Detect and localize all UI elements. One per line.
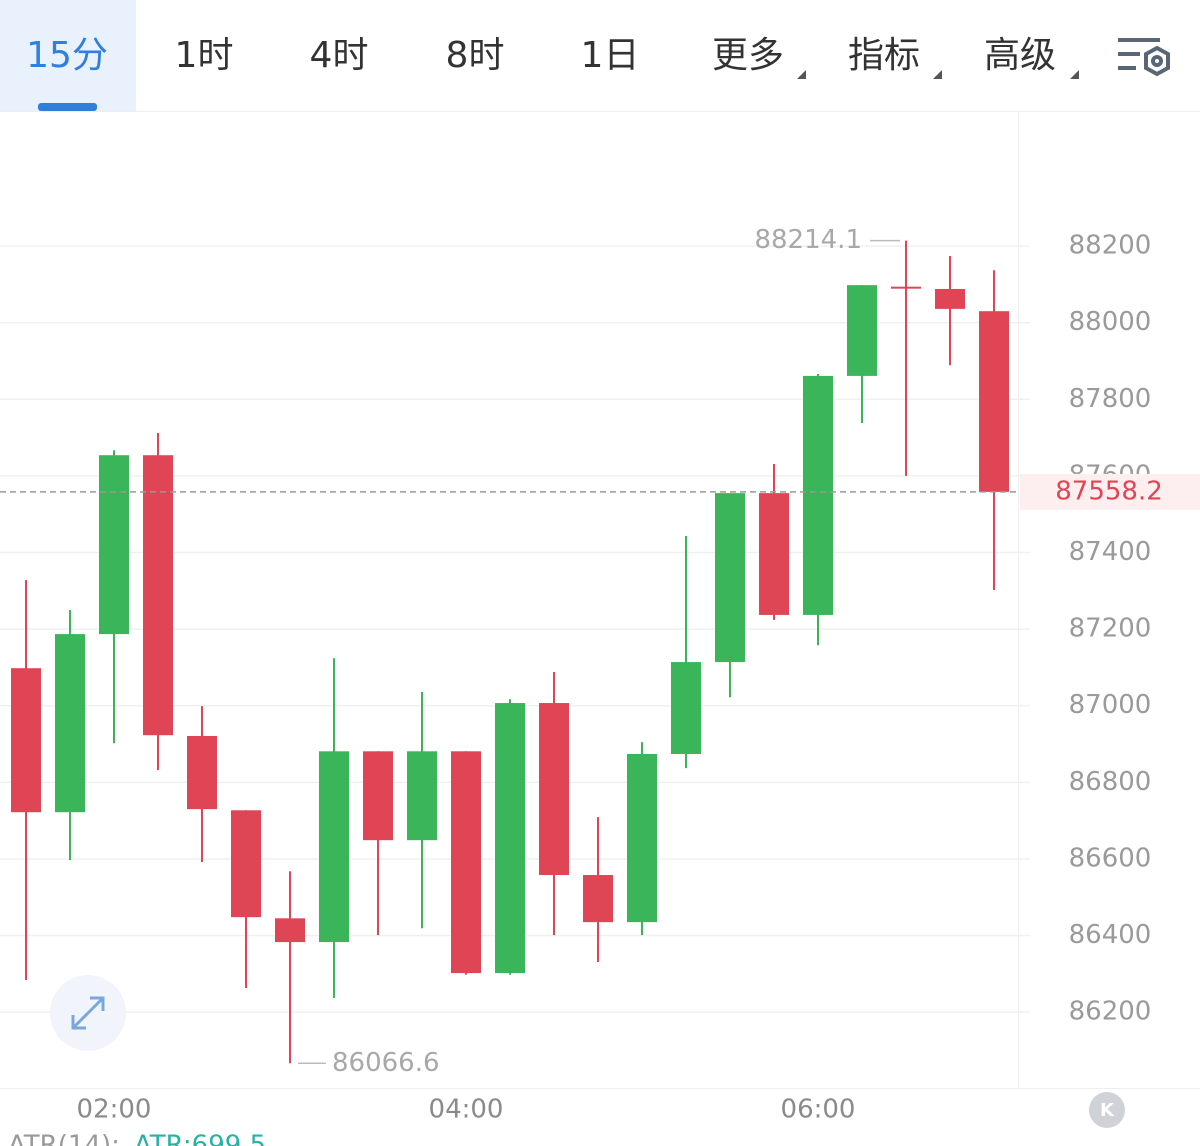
tab[interactable]: 高级 <box>984 35 1056 76</box>
x-tick-label: 02:00 <box>77 1095 152 1125</box>
selected-tab-bg <box>0 0 136 111</box>
y-tick-label: 86800 <box>1069 767 1152 797</box>
y-tick-label: 88000 <box>1069 307 1152 337</box>
candle-body <box>495 703 525 974</box>
svg-text:K: K <box>1100 1100 1115 1121</box>
candle-body <box>187 735 217 810</box>
candle-body <box>319 751 349 943</box>
x-tick-label: 06:00 <box>781 1095 856 1125</box>
y-tick-label: 86200 <box>1069 997 1152 1027</box>
candle-body <box>715 493 745 663</box>
y-tick-label: 86600 <box>1069 843 1152 873</box>
tab[interactable]: 1日 <box>581 35 640 76</box>
x-tick-label: 04:00 <box>429 1095 504 1125</box>
expand-button[interactable] <box>50 975 126 1051</box>
max-label: 88214.1 <box>754 225 862 255</box>
y-tick-label: 87800 <box>1069 384 1152 414</box>
candle-body <box>803 375 833 615</box>
candle-body <box>99 455 129 635</box>
candle-body <box>231 810 261 918</box>
candles <box>11 240 1009 1064</box>
y-tick-label: 86400 <box>1069 920 1152 950</box>
tab-underline <box>38 103 97 111</box>
candle-body <box>935 288 965 309</box>
candle-body <box>363 751 393 841</box>
tab[interactable]: 15分 <box>26 35 108 76</box>
candle-body <box>759 493 789 615</box>
candle-body <box>275 918 305 943</box>
tab[interactable]: 8时 <box>446 35 505 76</box>
min-label: 86066.6 <box>332 1048 440 1078</box>
indicator-name: ATR(14): <box>8 1131 120 1146</box>
y-tick-label: 87200 <box>1069 614 1152 644</box>
candle-body <box>539 703 569 876</box>
settings-icon[interactable] <box>1118 38 1170 77</box>
overlay: 88214.1 86066.6 87558.2 <box>0 225 1200 1078</box>
candle-body <box>407 751 437 841</box>
candle-body <box>671 662 701 754</box>
candle-body <box>143 455 173 736</box>
candle-body <box>627 753 657 923</box>
candle-body <box>847 285 877 376</box>
dropdown-arrows <box>797 70 1079 79</box>
candle-body <box>891 286 921 289</box>
candle-body <box>979 311 1009 492</box>
tab[interactable]: 更多 <box>712 35 784 76</box>
candle-body <box>451 751 481 974</box>
last-price-label: 87558.2 <box>1055 476 1163 506</box>
candle-body <box>55 634 85 813</box>
k-button[interactable]: K <box>1089 1092 1125 1128</box>
candle-body <box>583 875 613 923</box>
y-tick-label: 87000 <box>1069 690 1152 720</box>
candle-body <box>11 668 41 813</box>
y-tick-label: 88200 <box>1069 231 1152 261</box>
tab[interactable]: 4时 <box>310 35 369 76</box>
last-price-bg <box>1020 473 1200 510</box>
indicator-value: ATR:699.5 <box>134 1131 266 1146</box>
y-tick-label: 87400 <box>1069 537 1152 567</box>
tab[interactable]: 指标 <box>848 35 920 76</box>
tab[interactable]: 1时 <box>175 35 234 76</box>
